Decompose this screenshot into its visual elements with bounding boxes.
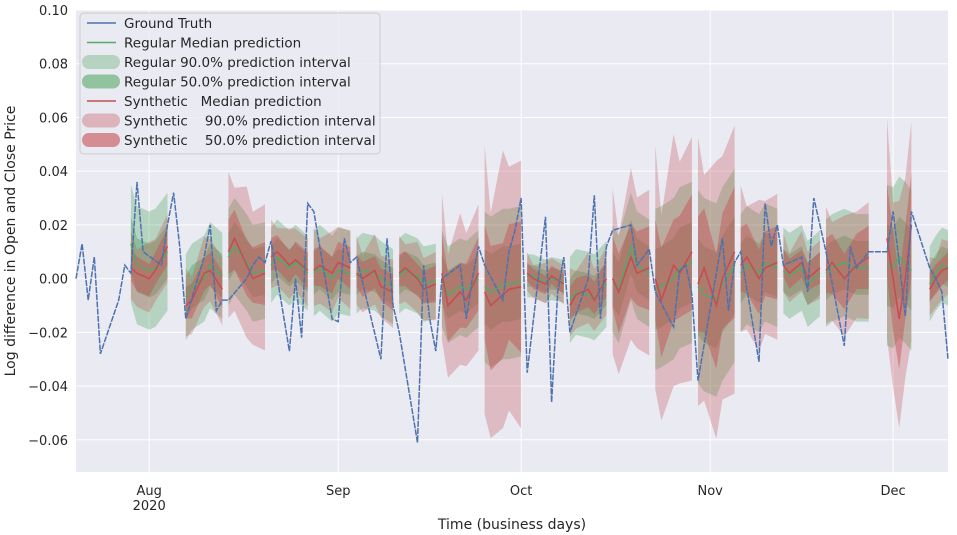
regular-90-band (228, 198, 265, 322)
regular-90-band (826, 208, 869, 327)
regular-90-band (698, 168, 735, 397)
legend-label: Regular 50.0% prediction interval (124, 75, 351, 91)
regular-50-band (399, 251, 436, 303)
y-tick-label: 0.08 (39, 58, 68, 73)
regular-median-line (398, 269, 436, 285)
y-tick-label: 0.04 (39, 165, 68, 180)
x-tick-label: Aug (136, 484, 161, 499)
legend-label: Synthetic Median prediction (124, 94, 322, 110)
synthetic-median-line (398, 266, 437, 291)
synthetic-median-line (270, 250, 309, 272)
synthetic-90-band (929, 239, 948, 316)
y-axis-label: Log difference in Open and Close Price (3, 106, 19, 377)
y-tick-label: 0.10 (39, 4, 68, 19)
x-tick-label: Sep (326, 484, 351, 499)
legend-label: Synthetic 90.0% prediction interval (124, 114, 376, 130)
x-tick-label: Oct (510, 484, 532, 499)
synthetic-median-line (782, 261, 821, 280)
synthetic-90-band (130, 214, 168, 313)
synthetic-90-band (612, 167, 650, 375)
regular-50-band (228, 222, 265, 298)
synthetic-90-band (271, 219, 308, 307)
regular-90-band (527, 254, 564, 303)
regular-50-band (484, 243, 522, 330)
legend: Ground Truth Regular Median prediction Reg… (79, 12, 381, 155)
legend-label: Synthetic 50.0% prediction interval (124, 133, 376, 149)
regular-50-band (826, 235, 869, 301)
y-tick-label: 0.00 (39, 273, 68, 288)
synthetic-median-line (697, 251, 736, 309)
regular-median-line (270, 255, 309, 274)
regular-median-line (740, 261, 778, 275)
synthetic-50-band (441, 235, 479, 342)
x-tick-label: Dec (881, 484, 906, 499)
regular-90-band (612, 192, 650, 344)
regular-median-line (782, 266, 821, 286)
legend-box (79, 12, 381, 155)
ground-truth-line (75, 181, 949, 443)
synthetic-50-band (527, 262, 564, 295)
synthetic-90-band (356, 233, 394, 329)
synthetic-50-band (612, 224, 650, 334)
synthetic-median-line (130, 246, 169, 280)
synthetic-50-band (740, 223, 778, 314)
synthetic-90-band (484, 145, 522, 439)
regular-50-band (740, 232, 778, 303)
regular-50-band (612, 219, 650, 317)
y-tick-label: −0.06 (28, 434, 68, 449)
regular-50-band (655, 222, 692, 330)
synthetic-50-band (130, 228, 168, 297)
synthetic-50-band (929, 252, 948, 301)
regular-median-line (484, 280, 522, 294)
synthetic-median-line (929, 267, 949, 290)
synthetic-median-line (740, 255, 778, 281)
legend-band-swatch (82, 74, 120, 89)
y-tick-label: 0.02 (39, 219, 68, 234)
synthetic-50-band (228, 209, 265, 305)
synthetic-90-band (887, 118, 912, 429)
legend-band-swatch (82, 55, 120, 69)
synthetic-median-line (569, 278, 608, 306)
legend-label: Ground Truth (124, 16, 212, 32)
regular-90-band (740, 203, 778, 333)
synthetic-90-band (228, 171, 265, 351)
regular-median-line (441, 277, 480, 296)
regular-90-band (399, 232, 436, 322)
synthetic-50-band (826, 225, 869, 309)
y-tick-label: 0.06 (39, 111, 68, 126)
regular-median-line (227, 244, 266, 275)
synthetic-median-line (526, 272, 565, 285)
synthetic-50-band (271, 235, 308, 290)
regular-90-band (655, 181, 692, 370)
x-axis-label: Time (business days) (437, 517, 586, 533)
synthetic-50-band (655, 194, 692, 358)
regular-50-band (527, 265, 564, 292)
synthetic-90-band (441, 193, 479, 378)
legend-band-swatch (82, 113, 120, 128)
synthetic-median-line (886, 224, 913, 320)
regular-50-band (698, 216, 735, 349)
y-tick-label: −0.04 (28, 380, 68, 395)
y-tick-label: −0.02 (28, 326, 68, 341)
legend-label: Regular 90.0% prediction interval (124, 55, 351, 71)
synthetic-90-band (313, 226, 351, 312)
regular-median-line (929, 264, 949, 285)
y-axis-ticks: −0.06 −0.04 −0.02 0.00 0.02 0.04 0.06 0.08 0.10 (28, 4, 68, 449)
regular-90-band (185, 222, 223, 341)
synthetic-50-band (399, 251, 436, 304)
legend-band-swatch (82, 133, 120, 147)
series-lines (75, 181, 949, 443)
regular-90-band (484, 206, 522, 368)
synthetic-50-band (887, 172, 912, 370)
x-tick-label: Nov (697, 484, 723, 499)
legend-label: Regular Median prediction (124, 36, 301, 52)
synthetic-median-line (611, 254, 650, 295)
synthetic-90-band (698, 125, 735, 439)
synthetic-median-line (227, 236, 266, 280)
x-tick-year-label: 2020 (133, 499, 166, 514)
regular-median-line (185, 263, 223, 298)
